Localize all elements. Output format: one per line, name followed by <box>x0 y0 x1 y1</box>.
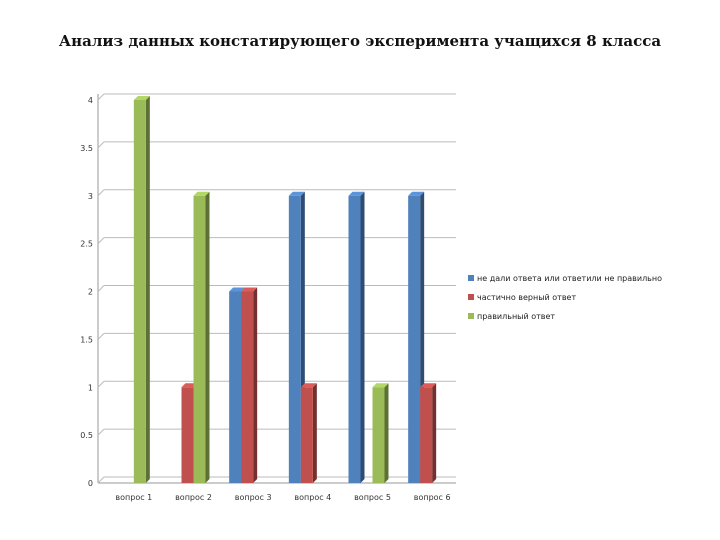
bar-side <box>432 383 437 483</box>
gridline-depth <box>97 285 105 292</box>
bar <box>288 195 301 483</box>
legend-swatch <box>468 313 474 319</box>
gridline-depth <box>97 380 105 388</box>
bar <box>348 195 361 483</box>
x-tick-label: вопрос 5 <box>354 493 391 502</box>
x-tick-label: вопрос 4 <box>294 493 331 502</box>
y-tick-label: 1.5 <box>80 335 93 344</box>
bar-top <box>408 191 425 196</box>
y-tick-label: 3.5 <box>80 144 93 153</box>
bar-top <box>288 191 305 196</box>
chart-title: Анализ данных констатирующего эксперимен… <box>58 32 662 50</box>
bar <box>300 387 313 483</box>
bar-top <box>241 287 258 292</box>
bar-top <box>348 191 365 196</box>
legend-label: не дали ответа или ответили не правильно <box>477 274 662 283</box>
y-tick-label: 1 <box>88 383 93 392</box>
bar <box>133 100 146 483</box>
bar <box>372 387 385 483</box>
bar <box>181 387 194 483</box>
bar <box>193 195 206 483</box>
bar-side <box>312 383 317 483</box>
bar-top <box>372 383 389 388</box>
y-tick-label: 2 <box>88 288 93 297</box>
gridline-depth <box>97 93 105 101</box>
bar <box>420 387 433 483</box>
x-tick-label: вопрос 2 <box>175 493 212 502</box>
y-tick-label: 0.5 <box>80 431 93 440</box>
x-tick-label: вопрос 6 <box>414 493 451 502</box>
legend-swatch <box>468 275 474 281</box>
x-tick-label: вопрос 3 <box>235 493 272 502</box>
bar <box>229 291 242 483</box>
legend-label: частично верный ответ <box>477 293 576 302</box>
bar-top <box>229 287 246 292</box>
gridline-depth <box>97 237 105 244</box>
y-tick-label: 3 <box>88 192 93 201</box>
y-tick-label: 0 <box>88 479 93 488</box>
bar-side <box>253 287 258 483</box>
bar-top <box>300 383 317 388</box>
gridline-depth <box>97 189 105 197</box>
bar-side <box>384 383 389 483</box>
bar-top <box>420 383 437 388</box>
gridline-depth <box>97 333 105 340</box>
bar-side <box>205 191 210 483</box>
gridline-depth <box>97 476 105 484</box>
gridline-depth <box>97 428 105 436</box>
bar-top <box>133 96 150 100</box>
x-tick-label: вопрос 1 <box>115 493 152 502</box>
bar-top <box>193 191 210 196</box>
y-tick-label: 2.5 <box>80 240 93 249</box>
legend-label: правильный ответ <box>477 312 555 321</box>
gridline-depth <box>97 141 105 149</box>
y-tick-label: 4 <box>88 96 93 105</box>
bar-side <box>145 96 150 483</box>
bar <box>408 195 421 483</box>
bar-side <box>360 191 365 483</box>
bar <box>241 291 254 483</box>
legend-swatch <box>468 294 474 300</box>
